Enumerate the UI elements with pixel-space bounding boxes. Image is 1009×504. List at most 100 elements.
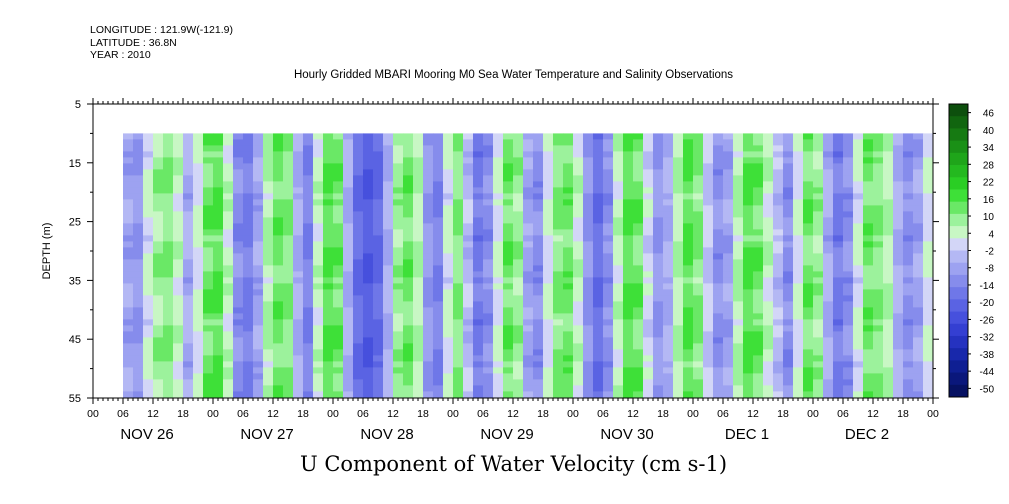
heat-cell: [713, 361, 724, 368]
heat-cell: [533, 367, 544, 374]
heat-cell: [133, 151, 144, 158]
heat-cell: [823, 349, 834, 356]
heat-cell: [843, 199, 854, 206]
heat-cell: [723, 223, 734, 230]
heat-cell: [723, 253, 734, 260]
heat-cell: [803, 205, 814, 212]
heat-cell: [683, 235, 694, 242]
heat-cell: [633, 193, 644, 200]
heat-cell: [203, 151, 214, 158]
heat-cell: [403, 259, 414, 266]
heat-cell: [843, 223, 854, 230]
heat-cell: [863, 319, 874, 326]
heat-cell: [893, 193, 904, 200]
heat-cell: [733, 295, 744, 302]
heat-cell: [833, 133, 844, 140]
heat-cell: [473, 313, 484, 320]
heat-cell: [643, 151, 654, 158]
heat-cell: [903, 283, 914, 290]
heat-cell: [763, 133, 774, 140]
heat-cell: [353, 277, 364, 284]
heat-cell: [773, 151, 784, 158]
heat-cell: [573, 169, 584, 176]
heat-cell: [243, 361, 254, 368]
heat-cell: [433, 307, 444, 314]
heat-cell: [633, 241, 644, 248]
heat-cell: [893, 313, 904, 320]
heat-cell: [173, 307, 184, 314]
heat-cell: [353, 355, 364, 362]
heat-cell: [443, 241, 454, 248]
heat-cell: [123, 265, 134, 272]
heat-cell: [143, 367, 154, 374]
heat-cell: [493, 205, 504, 212]
heat-cell: [383, 301, 394, 308]
heat-cell: [313, 319, 324, 326]
heat-cell: [233, 217, 244, 224]
heat-cell: [793, 337, 804, 344]
heat-cell: [203, 325, 214, 332]
heat-cell: [583, 277, 594, 284]
heat-cell: [413, 349, 424, 356]
heat-cell: [713, 319, 724, 326]
heat-cell: [693, 295, 704, 302]
heat-cell: [333, 337, 344, 344]
heat-cell: [473, 301, 484, 308]
heat-cell: [503, 247, 514, 254]
heat-cell: [843, 205, 854, 212]
heat-cell: [483, 271, 494, 278]
heat-cell: [913, 337, 924, 344]
heat-cell: [803, 289, 814, 296]
heat-cell: [293, 343, 304, 350]
heat-cell: [553, 145, 564, 152]
heat-cell: [443, 379, 454, 386]
heat-cell: [763, 391, 774, 398]
heat-cell: [513, 139, 524, 146]
heat-cell: [343, 343, 354, 350]
heat-cell: [833, 157, 844, 164]
heat-cell: [283, 193, 294, 200]
heat-cell: [243, 295, 254, 302]
heat-cell: [793, 235, 804, 242]
heat-cell: [483, 253, 494, 260]
heat-cell: [443, 289, 454, 296]
heat-cell: [663, 355, 674, 362]
colorbar-label: -50: [980, 384, 995, 395]
heat-cell: [813, 247, 824, 254]
heat-cell: [493, 133, 504, 140]
heat-cell: [523, 253, 534, 260]
heat-cell: [683, 133, 694, 140]
heat-cell: [573, 355, 584, 362]
heat-cell: [823, 277, 834, 284]
heat-cell: [653, 241, 664, 248]
colorbar-label: 34: [983, 143, 995, 154]
heat-cell: [273, 157, 284, 164]
heat-cell: [343, 337, 354, 344]
heat-cell: [383, 361, 394, 368]
heat-cell: [653, 343, 664, 350]
heat-cell: [923, 307, 934, 314]
heat-cell: [743, 313, 754, 320]
heat-cell: [183, 217, 194, 224]
heat-cell: [863, 349, 874, 356]
heat-cell: [343, 139, 354, 146]
heat-cell: [673, 301, 684, 308]
heat-cell: [193, 391, 204, 398]
heat-cell: [213, 343, 224, 350]
heat-cell: [373, 325, 384, 332]
heat-cell: [553, 307, 564, 314]
heat-cell: [193, 217, 204, 224]
heat-cell: [623, 301, 634, 308]
heat-cell: [333, 241, 344, 248]
heat-cell: [823, 235, 834, 242]
heat-cell: [583, 205, 594, 212]
heat-cell: [483, 247, 494, 254]
heat-cell: [713, 277, 724, 284]
heat-cell: [303, 367, 314, 374]
heat-cell: [923, 253, 934, 260]
heat-cell: [233, 391, 244, 398]
x-hour-label: 18: [657, 408, 669, 420]
heat-cell: [503, 337, 514, 344]
heat-cell: [763, 175, 774, 182]
heat-cell: [443, 319, 454, 326]
